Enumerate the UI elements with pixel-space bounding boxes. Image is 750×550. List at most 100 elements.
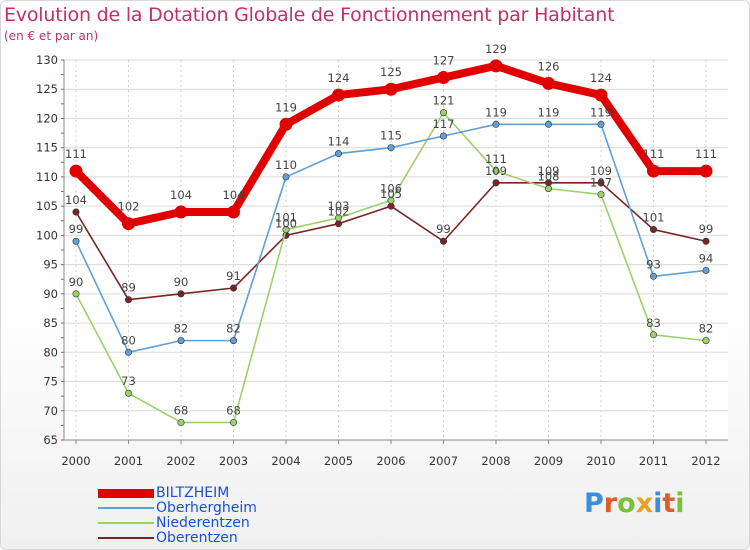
data-label: 104 (223, 188, 245, 202)
legend-item-niederentzen[interactable]: Niederentzen (98, 515, 298, 531)
data-label: 107 (590, 175, 612, 189)
data-point (649, 272, 657, 280)
data-label: 101 (275, 211, 297, 225)
legend-swatch (98, 537, 154, 539)
data-label: 91 (226, 269, 241, 283)
y-tick-label: 105 (36, 199, 58, 213)
data-point (279, 117, 293, 131)
data-label: 129 (485, 42, 507, 56)
data-point (334, 214, 342, 222)
y-tick-label: 70 (43, 404, 58, 418)
data-label: 109 (590, 164, 612, 178)
data-label: 125 (380, 65, 402, 79)
data-point (177, 418, 185, 426)
data-point (230, 284, 238, 292)
data-point (125, 296, 133, 304)
data-label: 80 (121, 333, 136, 347)
data-point (282, 226, 290, 234)
data-point (544, 120, 552, 128)
data-point (437, 71, 450, 85)
data-point (282, 173, 290, 181)
data-point (177, 290, 185, 298)
data-point (122, 217, 135, 231)
y-tick-label: 65 (43, 433, 58, 447)
legend-swatch (98, 522, 154, 524)
data-label: 90 (69, 275, 84, 289)
x-tick-label: 2011 (639, 454, 668, 468)
data-point (72, 208, 80, 216)
data-label: 114 (328, 135, 350, 149)
y-tick-label: 130 (36, 53, 58, 67)
y-tick-label: 85 (43, 316, 58, 330)
data-point (702, 266, 710, 274)
x-tick-label: 2004 (271, 454, 300, 468)
legend-item-oberentzen[interactable]: Oberentzen (98, 530, 298, 546)
legend-swatch (98, 489, 154, 498)
data-point (439, 109, 447, 117)
data-label: 119 (538, 105, 560, 119)
chart-title: Evolution de la Dotation Globale de Fonc… (4, 4, 615, 26)
data-label: 103 (328, 199, 350, 213)
data-point (492, 120, 500, 128)
data-label: 119 (590, 105, 612, 119)
data-label: 115 (380, 129, 402, 143)
data-point (227, 205, 240, 219)
data-label: 111 (65, 147, 87, 161)
data-point (334, 150, 342, 158)
data-point (230, 337, 238, 345)
data-label: 108 (538, 170, 560, 184)
data-label: 83 (646, 316, 661, 330)
data-point (649, 226, 657, 234)
data-point (702, 237, 710, 245)
data-label: 82 (699, 322, 714, 336)
legend: BILTZHEIM Oberhergheim Niederentzen Ober… (98, 485, 298, 546)
data-label: 117 (433, 117, 455, 131)
data-point (72, 290, 80, 298)
data-label: 121 (433, 94, 455, 108)
data-point (387, 196, 395, 204)
x-tick-label: 2003 (219, 454, 248, 468)
data-label: 119 (275, 100, 297, 114)
data-label: 124 (328, 71, 350, 85)
data-label: 99 (436, 222, 451, 236)
y-tick-label: 75 (43, 375, 58, 389)
data-label: 68 (226, 403, 241, 417)
data-point (387, 202, 395, 210)
x-tick-label: 2012 (691, 454, 720, 468)
data-label: 90 (174, 275, 189, 289)
legend-label: Oberhergheim (156, 500, 257, 516)
data-point (439, 237, 447, 245)
data-label: 99 (699, 222, 714, 236)
y-tick-label: 110 (36, 170, 58, 184)
data-label: 73 (121, 374, 136, 388)
plot-area (64, 60, 728, 440)
y-tick-label: 120 (36, 111, 58, 125)
chart-subtitle: (en € et par an) (4, 29, 99, 43)
data-label: 106 (380, 181, 402, 195)
data-label: 111 (695, 147, 717, 161)
data-point (542, 76, 555, 90)
data-label: 109 (538, 164, 560, 178)
legend-item-biltzheim[interactable]: BILTZHEIM (98, 485, 298, 501)
x-tick-label: 2002 (166, 454, 195, 468)
data-point (384, 82, 398, 96)
x-tick-label: 2000 (61, 454, 90, 468)
data-label: 124 (590, 71, 612, 85)
x-tick-label: 2010 (586, 454, 615, 468)
data-label: 94 (699, 251, 714, 265)
y-tick-label: 100 (36, 228, 58, 242)
y-tick-label: 115 (36, 141, 58, 155)
legend-item-oberhergheim[interactable]: Oberhergheim (98, 500, 298, 516)
data-point (489, 59, 503, 73)
data-point (699, 164, 713, 178)
data-point (492, 179, 500, 187)
data-label: 101 (643, 211, 665, 225)
data-point (387, 144, 395, 152)
x-tick-label: 2006 (376, 454, 405, 468)
data-label: 111 (485, 152, 507, 166)
data-label: 104 (65, 193, 87, 207)
data-point (597, 120, 605, 128)
data-point (230, 418, 238, 426)
data-point (702, 337, 710, 345)
